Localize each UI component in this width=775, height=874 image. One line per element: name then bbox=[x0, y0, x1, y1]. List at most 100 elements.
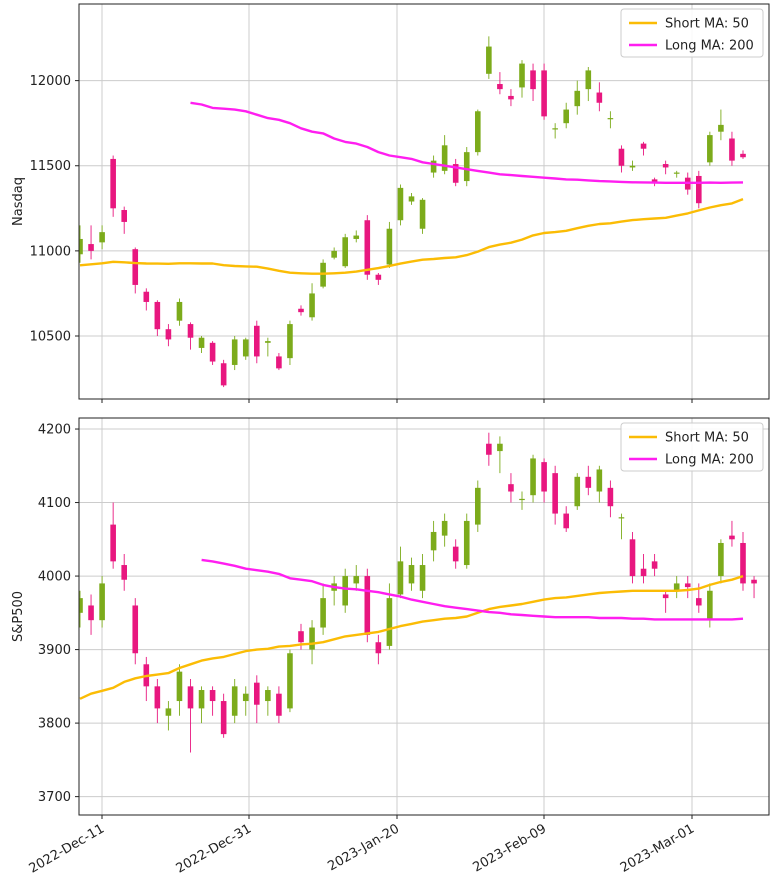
candle bbox=[187, 678, 194, 753]
candle bbox=[331, 247, 337, 260]
candle-body bbox=[320, 598, 326, 628]
y-axis-label: Nasdaq bbox=[11, 177, 26, 226]
candle-body bbox=[187, 324, 194, 338]
candle-body bbox=[696, 598, 702, 606]
candle-body bbox=[198, 337, 205, 348]
candle bbox=[729, 520, 735, 547]
candle bbox=[342, 233, 348, 268]
legend: Short MA: 50 Long MA: 200 bbox=[620, 8, 764, 58]
candle bbox=[198, 686, 205, 724]
candle-body bbox=[265, 690, 271, 702]
candle-body bbox=[486, 46, 492, 74]
candle-body bbox=[143, 291, 150, 302]
candle bbox=[88, 225, 94, 260]
candle bbox=[463, 147, 470, 187]
candle bbox=[673, 170, 680, 178]
candle-body bbox=[662, 594, 669, 599]
candle-body bbox=[209, 690, 216, 702]
candle bbox=[618, 513, 625, 540]
candle bbox=[696, 170, 702, 209]
candle-body bbox=[651, 561, 658, 569]
candle bbox=[143, 656, 150, 702]
candle-body bbox=[430, 531, 437, 551]
candle-body bbox=[265, 341, 271, 343]
candle-body bbox=[729, 138, 735, 161]
candle-body bbox=[375, 642, 382, 654]
candle-body bbox=[662, 164, 669, 168]
candle-body bbox=[552, 473, 558, 514]
candle bbox=[729, 131, 735, 166]
candle bbox=[541, 458, 547, 503]
candle bbox=[430, 520, 437, 562]
candle-body bbox=[430, 160, 437, 173]
candle-body bbox=[696, 175, 702, 204]
candle bbox=[552, 465, 558, 525]
candle bbox=[254, 320, 260, 364]
candle bbox=[497, 436, 503, 474]
candle-body bbox=[486, 443, 492, 455]
candle-body bbox=[309, 627, 315, 650]
candle bbox=[408, 557, 415, 591]
candle bbox=[452, 158, 459, 187]
candle bbox=[552, 123, 558, 139]
candle-body bbox=[530, 70, 536, 90]
candle-body bbox=[353, 576, 360, 584]
candle-body bbox=[79, 598, 83, 613]
candle-body bbox=[585, 476, 592, 488]
candle bbox=[530, 454, 536, 503]
candle-body bbox=[618, 517, 625, 519]
candle bbox=[242, 686, 249, 716]
candle bbox=[475, 109, 481, 156]
candle bbox=[640, 141, 647, 156]
candle bbox=[88, 594, 94, 635]
candle-body bbox=[463, 152, 470, 182]
candle bbox=[441, 513, 448, 547]
candle-body bbox=[519, 63, 525, 88]
candle-body bbox=[331, 250, 337, 258]
candle bbox=[198, 336, 205, 354]
candle bbox=[176, 664, 183, 716]
candle-body bbox=[441, 145, 448, 171]
candle-body bbox=[607, 487, 614, 507]
candle bbox=[596, 82, 603, 112]
candle bbox=[353, 230, 360, 243]
candle bbox=[651, 554, 658, 577]
candle bbox=[187, 322, 194, 350]
candle-body bbox=[684, 583, 691, 588]
candle-body bbox=[541, 70, 547, 117]
candle-body bbox=[121, 565, 127, 580]
candle bbox=[231, 678, 238, 724]
candle-body bbox=[740, 542, 746, 584]
y-tick-label: 3700 bbox=[38, 790, 71, 805]
candle bbox=[629, 160, 636, 171]
candle-body bbox=[88, 244, 94, 251]
candle-body bbox=[718, 542, 724, 577]
candle-body bbox=[508, 484, 514, 492]
candle-body bbox=[287, 324, 293, 359]
candle-body bbox=[99, 583, 105, 621]
candle bbox=[209, 686, 216, 716]
candle-body bbox=[452, 546, 459, 562]
y-axis-label: S&P500 bbox=[11, 591, 26, 642]
candle bbox=[287, 320, 293, 365]
candle bbox=[508, 89, 514, 107]
candle-body bbox=[452, 164, 459, 183]
y-tick-label: 11000 bbox=[30, 244, 71, 259]
candle-body bbox=[242, 693, 249, 702]
candle bbox=[386, 221, 393, 268]
x-tick-label: 2022-Dec-31 bbox=[174, 821, 254, 874]
long-ma-line bbox=[201, 558, 744, 621]
y-tick-label: 3800 bbox=[38, 717, 71, 732]
candle bbox=[231, 336, 238, 371]
candle bbox=[441, 135, 448, 175]
candle bbox=[419, 554, 426, 599]
candle bbox=[673, 576, 680, 599]
candle-body bbox=[640, 143, 647, 149]
candle-body bbox=[497, 84, 503, 90]
candle bbox=[331, 576, 337, 606]
candle bbox=[220, 693, 227, 738]
candle bbox=[607, 111, 614, 129]
candle bbox=[497, 72, 503, 95]
candle bbox=[165, 324, 172, 347]
